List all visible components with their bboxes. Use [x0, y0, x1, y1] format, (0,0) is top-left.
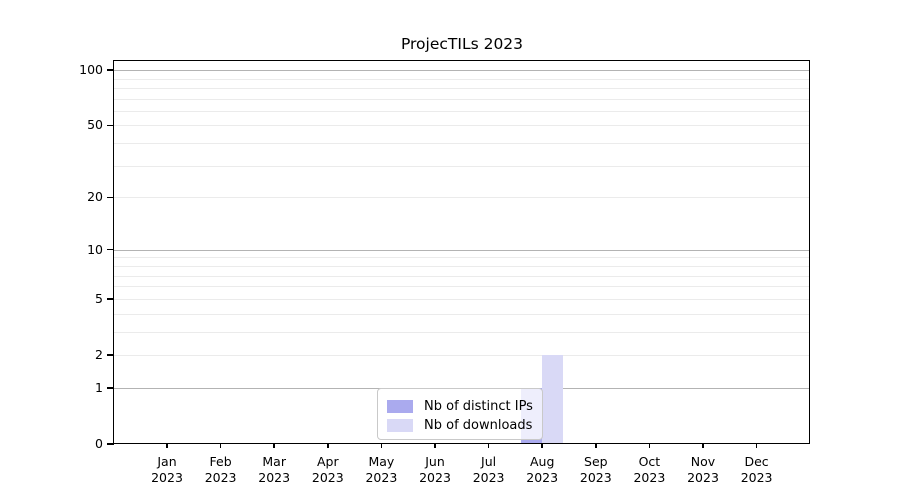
x-tick-label: Nov 2023: [687, 454, 719, 485]
x-tick-year: 2023: [258, 469, 291, 485]
x-tick-year: 2023: [740, 469, 773, 485]
minor-gridline: [114, 298, 810, 300]
plot-frame: [113, 60, 810, 444]
legend: Nb of distinct IPs Nb of downloads: [377, 388, 543, 440]
legend-label: Nb of downloads: [424, 418, 533, 433]
minor-gridline: [114, 78, 810, 80]
legend-entry: Nb of downloads: [387, 416, 532, 435]
x-tick-label: Dec 2023: [741, 454, 773, 485]
y-tick-mark: [107, 443, 114, 445]
x-tick-month: Dec: [744, 454, 769, 469]
legend-swatch: [387, 419, 413, 432]
minor-gridline: [114, 125, 810, 127]
minor-gridline: [114, 87, 810, 89]
minor-gridline: [114, 313, 810, 315]
y-tick-label: 10: [87, 241, 103, 257]
bar-aug-downloads: [542, 354, 564, 444]
x-tick-month: Sep: [584, 454, 608, 469]
minor-gridline: [114, 265, 810, 267]
x-tick-year: 2023: [151, 469, 183, 485]
major-gridline: [114, 249, 810, 251]
minor-gridline: [114, 286, 810, 288]
x-tick-month: Mar: [262, 454, 286, 469]
legend-entry: Nb of distinct IPs: [387, 397, 533, 416]
x-tick-label: Jan 2023: [151, 454, 183, 485]
x-tick-mark: [166, 443, 168, 448]
chart-title: ProjecTILs 2023: [400, 35, 524, 53]
x-tick-year: 2023: [633, 469, 666, 485]
y-tick-label: 100: [79, 62, 103, 78]
x-tick-year: 2023: [365, 469, 398, 485]
x-tick-month: May: [368, 454, 395, 469]
x-tick-year: 2023: [472, 469, 505, 485]
y-tick-label: 5: [95, 290, 103, 306]
x-tick-month: Feb: [209, 454, 232, 469]
x-tick-label: Apr 2023: [312, 454, 344, 485]
x-tick-mark: [648, 443, 651, 448]
x-tick-month: Aug: [529, 454, 555, 469]
x-tick-label: Oct 2023: [633, 454, 665, 485]
x-tick-mark: [327, 443, 329, 448]
x-tick-mark: [273, 443, 275, 448]
x-tick-label: May 2023: [365, 454, 397, 485]
x-tick-month: Apr: [316, 454, 339, 469]
legend-swatch: [387, 400, 413, 413]
x-tick-label: Jul 2023: [473, 454, 505, 485]
minor-gridline: [114, 165, 810, 167]
x-tick-label: Sep 2023: [580, 454, 612, 485]
x-tick-year: 2023: [687, 469, 719, 485]
x-tick-mark: [219, 443, 222, 448]
minor-gridline: [114, 275, 810, 277]
minor-gridline: [114, 98, 810, 100]
x-tick-month: Jul: [481, 454, 497, 469]
x-tick-label: Mar 2023: [258, 454, 290, 485]
x-tick-year: 2023: [204, 469, 237, 485]
y-tick-mark: [107, 298, 114, 300]
y-tick-label: 20: [87, 189, 103, 205]
minor-gridline: [114, 354, 810, 356]
x-tick-month: Jun: [425, 454, 445, 469]
major-gridline: [114, 70, 810, 72]
x-tick-mark: [755, 443, 758, 448]
minor-gridline: [114, 197, 810, 199]
x-tick-year: 2023: [526, 469, 559, 485]
x-tick-month: Jan: [157, 454, 177, 469]
y-tick-mark: [107, 248, 114, 251]
minor-gridline: [114, 143, 810, 145]
y-tick-mark: [107, 124, 114, 127]
x-tick-month: Nov: [690, 454, 716, 469]
x-tick-label: Jun 2023: [419, 454, 451, 485]
x-tick-mark: [434, 443, 436, 448]
minor-gridline: [114, 110, 810, 112]
y-tick-label: 2: [95, 346, 103, 362]
y-tick-mark: [107, 387, 114, 389]
x-tick-month: Oct: [638, 454, 661, 469]
legend-label: Nb of distinct IPs: [424, 399, 533, 414]
y-tick-label: 50: [87, 117, 103, 133]
x-tick-mark: [487, 443, 490, 448]
minor-gridline: [114, 331, 810, 333]
x-tick-year: 2023: [419, 469, 451, 485]
x-tick-year: 2023: [579, 469, 612, 485]
y-tick-label: 1: [95, 379, 103, 395]
y-tick-mark: [107, 354, 114, 356]
y-tick-mark: [107, 196, 114, 199]
x-tick-mark: [595, 443, 597, 448]
y-tick-mark: [107, 69, 114, 71]
x-tick-label: Feb 2023: [205, 454, 237, 485]
x-tick-mark: [541, 443, 543, 448]
y-tick-label: 0: [95, 436, 103, 451]
x-tick-label: Aug 2023: [526, 454, 558, 485]
x-tick-mark: [380, 443, 383, 448]
x-tick-year: 2023: [311, 469, 344, 485]
minor-gridline: [114, 257, 810, 259]
x-tick-mark: [702, 443, 704, 448]
